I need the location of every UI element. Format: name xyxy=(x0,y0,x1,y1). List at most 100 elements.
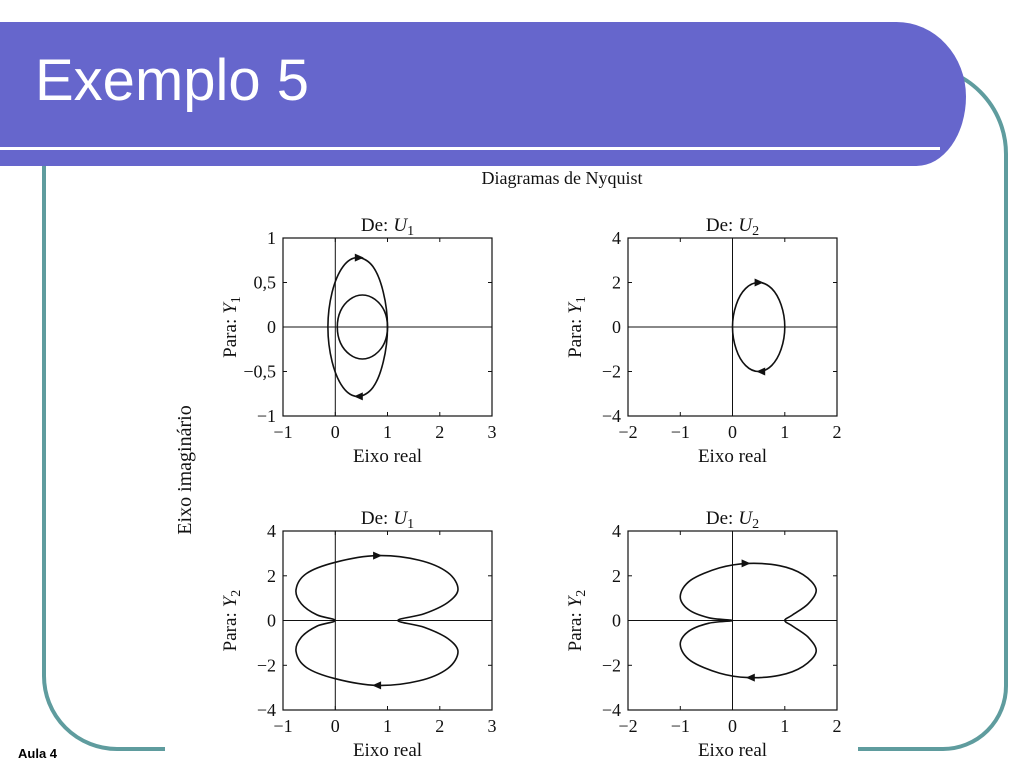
figure-title: Diagramas de Nyquist xyxy=(482,168,643,188)
x-tick-label: −1 xyxy=(273,716,292,736)
y-axis-label-variable: Y xyxy=(565,301,586,314)
subplot-title-subscript: 1 xyxy=(407,224,414,239)
x-tick-label: 1 xyxy=(780,716,789,736)
x-tick-label: −1 xyxy=(273,422,292,442)
subplot-title-subscript: 2 xyxy=(752,517,759,532)
nyquist-curve xyxy=(336,294,389,360)
subplot-title: De: U2 xyxy=(706,215,759,239)
nyquist-figure: Diagramas de Nyquist Eixo imaginário −1 0… xyxy=(174,168,842,761)
direction-arrow xyxy=(745,673,755,682)
y-axis-label: Para: Y2 xyxy=(565,590,589,652)
y-axis-label-prefix: Para: xyxy=(565,612,586,651)
y-axis-label-variable: Y xyxy=(220,594,241,607)
x-tick-label: 1 xyxy=(383,716,392,736)
y-tick-label: −2 xyxy=(602,362,621,382)
y-tick-label: 4 xyxy=(612,521,621,541)
y-tick-label: 0 xyxy=(267,317,276,337)
nyquist-figure-panel: Diagramas de Nyquist Eixo imaginário −1 0… xyxy=(165,165,858,768)
y-tick-label: −2 xyxy=(602,655,621,675)
x-tick-label: 2 xyxy=(833,422,842,442)
subplot-title-variable: U xyxy=(738,215,753,236)
y-tick-label: 0 xyxy=(612,317,621,337)
subplot-title-subscript: 2 xyxy=(752,224,759,239)
direction-arrow xyxy=(741,559,751,568)
slide-footer: Aula 4 xyxy=(18,746,58,761)
direction-arrow xyxy=(372,681,382,690)
y-tick-label: 2 xyxy=(612,566,621,586)
y-axis-label-prefix: Para: xyxy=(565,319,586,358)
x-tick-label: 2 xyxy=(435,422,444,442)
title-bar: Exemplo 5 xyxy=(0,22,966,166)
y-tick-label: −0,5 xyxy=(243,362,276,382)
subplot-title-variable: U xyxy=(393,215,408,236)
y-axis-label-variable: Y xyxy=(565,594,586,607)
subplot-title-prefix: De: xyxy=(361,215,388,236)
x-tick-label: 0 xyxy=(728,716,737,736)
y-axis-label: Para: Y1 xyxy=(565,296,589,358)
title-divider xyxy=(0,147,940,150)
x-tick-label: 1 xyxy=(780,422,789,442)
y-axis-label-subscript: 2 xyxy=(574,590,589,597)
x-axis-label: Eixo real xyxy=(353,446,422,467)
subplot-title-subscript: 1 xyxy=(407,517,414,532)
x-tick-label: 0 xyxy=(331,716,340,736)
direction-arrow xyxy=(754,278,764,287)
x-tick-label: 0 xyxy=(728,422,737,442)
subplot-title-prefix: De: xyxy=(706,508,733,529)
x-axis-label: Eixo real xyxy=(353,740,422,761)
x-tick-label: 2 xyxy=(435,716,444,736)
y-axis-label-prefix: Para: xyxy=(220,319,241,358)
y-axis-label-prefix: Para: xyxy=(220,612,241,651)
y-tick-label: 0 xyxy=(612,611,621,631)
y-axis-label-subscript: 1 xyxy=(229,296,244,303)
direction-arrow xyxy=(354,253,364,262)
y-tick-label: 4 xyxy=(267,521,276,541)
y-axis-label-subscript: 2 xyxy=(229,590,244,597)
y-tick-label: −1 xyxy=(257,406,276,426)
y-axis-label-variable: Y xyxy=(220,301,241,314)
nyquist-curve xyxy=(679,562,817,679)
nyquist-curve xyxy=(327,256,389,398)
subplot-title-variable: U xyxy=(393,508,408,529)
subplot-title: De: U1 xyxy=(361,508,414,532)
x-tick-label: 0 xyxy=(331,422,340,442)
x-tick-label: −1 xyxy=(671,422,690,442)
figure-ylabel: Eixo imaginário xyxy=(174,405,196,534)
y-axis-label-subscript: 1 xyxy=(574,296,589,303)
y-tick-label: 0 xyxy=(267,611,276,631)
x-tick-label: 1 xyxy=(383,422,392,442)
x-tick-label: −2 xyxy=(618,422,637,442)
y-axis-label: Para: Y2 xyxy=(220,590,244,652)
subplot-title-variable: U xyxy=(738,508,753,529)
x-tick-label: 3 xyxy=(488,422,497,442)
subplot-title-prefix: De: xyxy=(361,508,388,529)
x-axis-label: Eixo real xyxy=(698,446,767,467)
subplot-title: De: U2 xyxy=(706,508,759,532)
x-axis-label: Eixo real xyxy=(698,740,767,761)
y-axis-label: Para: Y1 xyxy=(220,296,244,358)
x-tick-label: 3 xyxy=(488,716,497,736)
y-tick-label: −4 xyxy=(602,406,621,426)
y-tick-label: 0,5 xyxy=(254,273,277,293)
x-tick-label: 2 xyxy=(833,716,842,736)
y-tick-label: 1 xyxy=(267,228,276,248)
y-tick-label: 2 xyxy=(612,273,621,293)
y-tick-label: −2 xyxy=(257,655,276,675)
direction-arrow xyxy=(373,551,383,560)
subplot-title: De: U1 xyxy=(361,215,414,239)
y-tick-label: −4 xyxy=(602,700,621,720)
slide-title: Exemplo 5 xyxy=(35,48,310,113)
y-tick-label: 2 xyxy=(267,566,276,586)
nyquist-curve xyxy=(731,281,786,373)
y-tick-label: −4 xyxy=(257,700,276,720)
direction-arrow xyxy=(756,367,766,376)
subplot-title-prefix: De: xyxy=(706,215,733,236)
direction-arrow xyxy=(353,392,363,401)
x-tick-label: −2 xyxy=(618,716,637,736)
nyquist-curve xyxy=(295,554,459,687)
x-tick-label: −1 xyxy=(671,716,690,736)
